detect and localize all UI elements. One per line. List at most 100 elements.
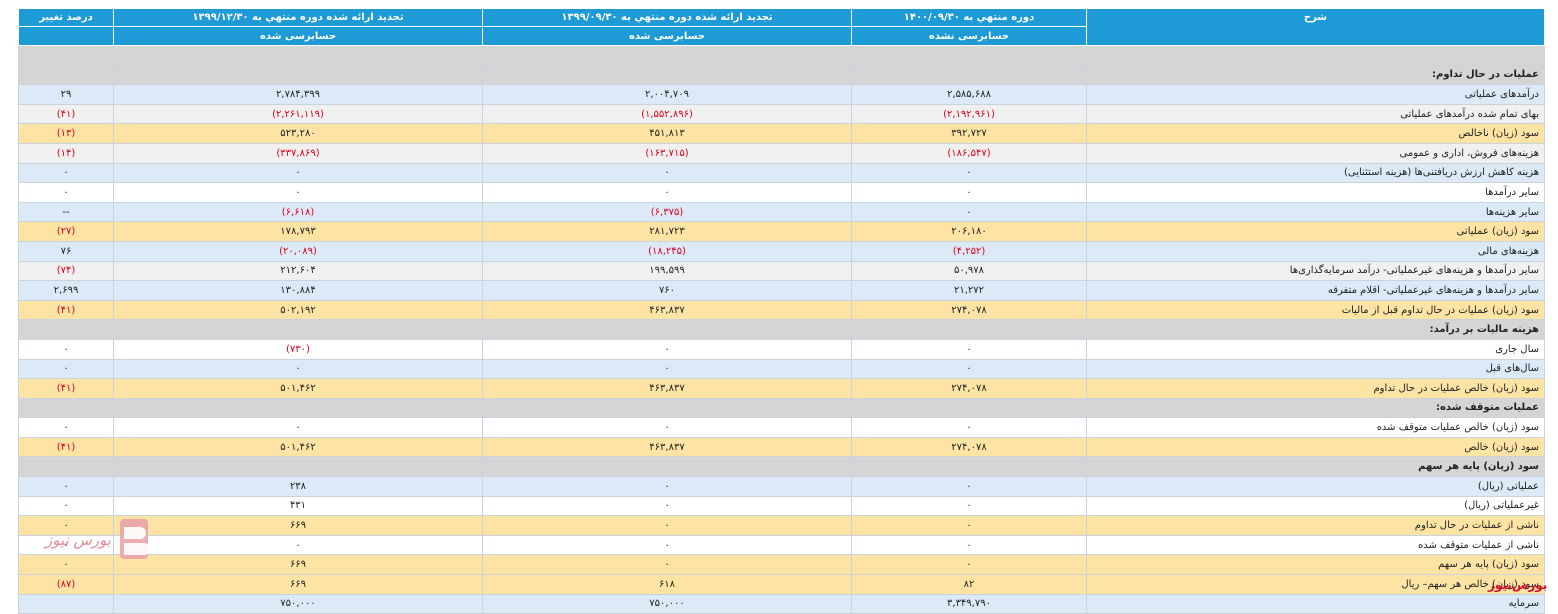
value-col3-cell: ۰ xyxy=(113,417,483,438)
row-label: هزینه کاهش ارزش دریافتنی‌ها (هزینه استثن… xyxy=(1086,162,1545,184)
change-cell: (۱۳) xyxy=(18,123,114,144)
row-label: عملیاتی (ریال) xyxy=(1086,476,1545,497)
value-col3-cell: (۷۳۰) xyxy=(113,338,483,360)
row-label xyxy=(1086,45,1545,66)
value-col1-cell: ۰ xyxy=(851,162,1087,184)
value-col2-cell: (۶,۳۷۵) xyxy=(482,201,852,223)
value-col2-cell: ۰ xyxy=(482,417,852,438)
table-row: (۴۱) ۵۰۱,۴۶۲ ۴۶۳,۸۳۷ ۲۷۴,۰۷۸ سود (زیان) خالص… xyxy=(18,378,1545,399)
value-col2-cell xyxy=(482,397,852,419)
value-col3-cell xyxy=(113,397,483,419)
row-label: سرمایه xyxy=(1086,593,1545,614)
change-cell: ۲۹ xyxy=(18,84,114,105)
table-row: هزینه ماليات بر درآمد: xyxy=(18,319,1545,340)
value-col2-cell: ۷۵۰,۰۰۰ xyxy=(482,593,852,614)
table-row: عملیات متوقف شده: xyxy=(18,397,1545,419)
row-label: ناشی از عملیات در حال تداوم xyxy=(1086,515,1545,536)
change-cell: ۰ xyxy=(18,495,114,517)
value-col3-cell: ۲۳۸ xyxy=(113,476,483,497)
change-cell: ۲,۶۹۹ xyxy=(18,280,114,301)
table-row: عملیات در حال تداوم: xyxy=(18,64,1545,86)
value-col2-cell: ۱۹۹,۵۹۹ xyxy=(482,260,852,282)
header-col1: دوره منتهي به ۱۴۰۰/۰۹/۳۰ xyxy=(851,8,1087,27)
table-row: ۰ ۴۳۱ ۰ ۰ غیرعملیاتی (ریال) xyxy=(18,495,1545,517)
table-row: ۲,۶۹۹ ۱۳۰,۸۸۴ ۷۶۰ ۲۱,۲۷۲ سایر درآمدها و هزین… xyxy=(18,280,1545,301)
row-label: سایر درآمدها و هزینه‌های غیرعملیاتی- درآ… xyxy=(1086,260,1545,282)
value-col3-cell: ۷۵۰,۰۰۰ xyxy=(113,593,483,614)
row-label: سال جاری xyxy=(1086,338,1545,360)
row-label: سود (زیان) خالص عملیات در حال تداوم xyxy=(1086,378,1545,399)
table-row: (۱۴) (۳۳۷,۸۶۹) (۱۶۳,۷۱۵) (۱۸۶,۵۴۷) هزینه‌های… xyxy=(18,142,1545,164)
change-cell: ۰ xyxy=(18,476,114,497)
table-row: ۰ ۰ ۰ ۰ هزینه کاهش ارزش دریافتنی‌ها (هزینه ا… xyxy=(18,162,1545,184)
value-col2-cell: ۰ xyxy=(482,162,852,184)
value-col1-cell xyxy=(851,64,1087,86)
value-col2-cell: ۷۶۰ xyxy=(482,280,852,301)
value-col3-cell: ۰ xyxy=(113,162,483,184)
value-col3-cell: ۴۳۱ xyxy=(113,495,483,517)
value-col2-cell: ۰ xyxy=(482,554,852,576)
row-label: سال‌های قبل xyxy=(1086,358,1545,380)
header-col3: تجدید ارائه شده دوره منتهي به ۱۳۹۹/۱۲/۳۰ xyxy=(113,8,483,27)
row-label: عملیات متوقف شده: xyxy=(1086,397,1545,419)
value-col3-cell: ۱۳۰,۸۸۴ xyxy=(113,280,483,301)
table-row: (۴۱) (۲,۲۶۱,۱۱۹) (۱,۵۵۲,۸۹۶) (۲,۱۹۲,۹۶۱) بها… xyxy=(18,103,1545,125)
value-col1-cell: ۰ xyxy=(851,554,1087,576)
value-col1-cell: ۰ xyxy=(851,201,1087,223)
value-col1-cell: (۴,۲۵۲) xyxy=(851,240,1087,262)
row-label: سایر درآمدها و هزینه‌های غیرعملیاتی- اقل… xyxy=(1086,280,1545,301)
value-col2-cell xyxy=(482,64,852,86)
value-col1-cell: ۰ xyxy=(851,515,1087,536)
value-col1-cell: ۲,۵۸۵,۶۸۸ xyxy=(851,84,1087,105)
value-col3-cell xyxy=(113,319,483,340)
row-label: سایر درآمدها xyxy=(1086,182,1545,203)
value-col2-cell: ۴۵۱,۸۱۳ xyxy=(482,123,852,144)
change-cell: ۷۶ xyxy=(18,240,114,262)
table-row: ۰ (۷۳۰) ۰ ۰ سال جاری xyxy=(18,338,1545,360)
value-col1-cell: ۰ xyxy=(851,358,1087,380)
value-col1-cell: ۲۷۴,۰۷۸ xyxy=(851,378,1087,399)
value-col2-cell: ۶۱۸ xyxy=(482,574,852,595)
header-change-percent: درصد تغییر xyxy=(18,8,114,27)
value-col2-cell: (۱۸,۲۴۵) xyxy=(482,240,852,262)
value-col3-cell: ۰ xyxy=(113,534,483,556)
value-col3-cell xyxy=(113,456,483,478)
change-cell: (۴۱) xyxy=(18,436,114,458)
row-label: سود (زیان) پایه هر سهم xyxy=(1086,554,1545,576)
value-col3-cell: ۲,۷۸۴,۳۹۹ xyxy=(113,84,483,105)
table-row: ۷۶ (۲۰,۰۸۹) (۱۸,۲۴۵) (۴,۲۵۲) هزینه‌های مالی xyxy=(18,240,1545,262)
value-col2-cell: ۰ xyxy=(482,182,852,203)
value-col2-cell: ۰ xyxy=(482,534,852,556)
table-row: (۱۳) ۵۲۳,۲۸۰ ۴۵۱,۸۱۳ ۳۹۲,۷۲۷ سود (زیان) ناخا… xyxy=(18,123,1545,144)
value-col3-cell: ۵۰۲,۱۹۲ xyxy=(113,299,483,321)
change-cell: ۰ xyxy=(18,162,114,184)
change-cell: ۰ xyxy=(18,534,114,556)
value-col2-cell: ۰ xyxy=(482,476,852,497)
row-label: غیرعملیاتی (ریال) xyxy=(1086,495,1545,517)
value-col2-cell xyxy=(482,45,852,66)
change-cell: -- xyxy=(18,201,114,223)
value-col2-cell: ۰ xyxy=(482,495,852,517)
table-row: ۰ ۰ ۰ ۰ سایر درآمدها xyxy=(18,182,1545,203)
value-col1-cell: ۲۰۶,۱۸۰ xyxy=(851,221,1087,242)
value-col2-cell: (۱,۵۵۲,۸۹۶) xyxy=(482,103,852,125)
row-label: هزینه‌های مالی xyxy=(1086,240,1545,262)
value-col1-cell: ۳۹۲,۷۲۷ xyxy=(851,123,1087,144)
value-col2-cell: ۰ xyxy=(482,338,852,360)
row-label: هزینه‌های فروش، اداری و عمومی xyxy=(1086,142,1545,164)
change-cell: (۷۴) xyxy=(18,260,114,282)
value-col1-cell: ۰ xyxy=(851,182,1087,203)
table-row: (۲۷) ۱۷۸,۷۹۳ ۲۸۱,۷۲۳ ۲۰۶,۱۸۰ سود (زیان) عملی… xyxy=(18,221,1545,242)
header-col2-audit: حسابرسی شده xyxy=(482,26,852,46)
table-row xyxy=(18,45,1545,66)
table-row: (۴۱) ۵۰۱,۴۶۲ ۴۶۳,۸۳۷ ۲۷۴,۰۷۸ سود (زیان) خالص xyxy=(18,436,1545,458)
value-col1-cell: ۰ xyxy=(851,417,1087,438)
logo-graphic: بورس نیوز xyxy=(43,519,150,559)
value-col2-cell: ۲,۰۰۴,۷۰۹ xyxy=(482,84,852,105)
value-col3-cell: (۶,۶۱۸) xyxy=(113,201,483,223)
value-col1-cell: ۰ xyxy=(851,495,1087,517)
change-cell: ۰ xyxy=(18,338,114,360)
value-col3-cell: ۲۱۲,۶۰۴ xyxy=(113,260,483,282)
row-label: سایر هزینه‌ها xyxy=(1086,201,1545,223)
table-row: ۰ ۶۶۹ ۰ ۰ سود (زیان) پایه هر سهم xyxy=(18,554,1545,576)
